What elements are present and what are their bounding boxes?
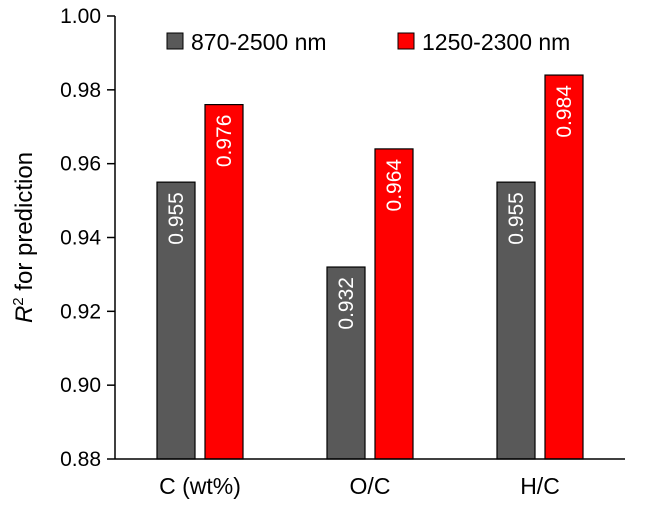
x-axis-labels: C (wt%) O/C H/C [159,473,560,499]
bar-value-label: 0.964 [383,159,406,212]
bars: 0.955 0.976 0.932 0.964 0.955 0.984 [156,74,584,460]
y-tick-label: 0.88 [60,448,101,471]
bar [326,266,366,460]
y-tick-label: 0.90 [60,374,101,397]
legend-swatch [397,32,415,50]
y-axis-label-italic: R [11,306,38,323]
category-label: C (wt%) [159,473,241,499]
y-axis-ticks: 0.88 0.90 0.92 0.94 0.96 0.98 1.00 [60,5,115,471]
y-axis-label-superscript: 2 [10,297,27,305]
legend-swatch [166,32,184,50]
bar-value-label: 0.955 [165,192,188,245]
legend-label: 1250-2300 nm [422,29,570,55]
bar-value-label: 0.976 [213,115,236,168]
y-axis-label: R2 for prediction [10,152,38,323]
y-tick-label: 0.96 [60,153,101,176]
bar [496,181,536,460]
bar-value-label: 0.984 [553,85,576,138]
bar-value-label: 0.955 [505,192,528,245]
category-label: H/C [520,473,560,499]
bar [204,103,244,460]
y-tick-label: 1.00 [60,5,101,28]
legend: 870-2500 nm 1250-2300 nm [166,29,570,55]
y-tick-label: 0.98 [60,79,101,102]
bar-value-label: 0.932 [335,277,358,330]
bar [374,148,414,460]
y-tick-label: 0.94 [60,227,101,250]
bar [544,74,584,460]
y-tick-label: 0.92 [60,300,101,323]
y-axis-label-text: for prediction [11,152,38,297]
category-label: O/C [350,473,391,499]
legend-label: 870-2500 nm [191,29,327,55]
